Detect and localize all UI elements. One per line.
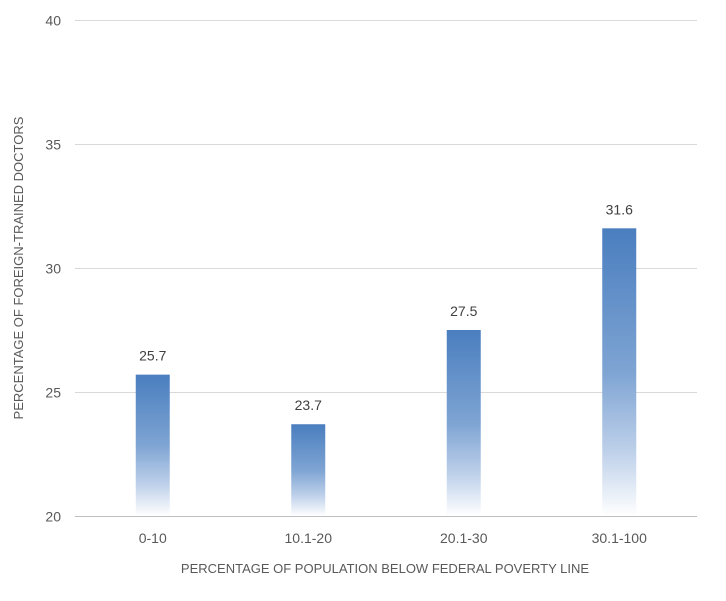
bar bbox=[446, 330, 481, 516]
bars bbox=[135, 228, 637, 516]
x-axis-ticks: 0-10 10.1-20 20.1-30 30.1-100 bbox=[139, 530, 647, 546]
y-tick-label: 30 bbox=[45, 261, 61, 277]
x-axis-title: PERCENTAGE OF POPULATION BELOW FEDERAL P… bbox=[181, 561, 589, 576]
data-label: 23.7 bbox=[295, 397, 322, 413]
data-label: 25.7 bbox=[139, 348, 166, 364]
y-tick-label: 35 bbox=[45, 137, 61, 153]
gridlines bbox=[75, 20, 697, 517]
y-tick-label: 40 bbox=[45, 13, 61, 29]
y-axis-ticks: 20 25 30 35 40 bbox=[45, 13, 61, 525]
x-tick-label: 0-10 bbox=[139, 530, 167, 546]
y-tick-label: 25 bbox=[45, 385, 61, 401]
y-axis-title: PERCENTAGE OF FOREIGN-TRAINED DOCTORS bbox=[11, 116, 26, 419]
data-labels: 25.7 23.7 27.5 31.6 bbox=[139, 201, 633, 413]
data-label: 31.6 bbox=[606, 201, 633, 217]
data-label: 27.5 bbox=[450, 303, 477, 319]
x-tick-label: 10.1-20 bbox=[285, 530, 333, 546]
y-tick-label: 20 bbox=[45, 509, 61, 525]
x-tick-label: 30.1-100 bbox=[592, 530, 647, 546]
bar bbox=[135, 374, 170, 516]
bar bbox=[602, 228, 637, 516]
x-tick-label: 20.1-30 bbox=[440, 530, 488, 546]
bar bbox=[291, 424, 326, 516]
